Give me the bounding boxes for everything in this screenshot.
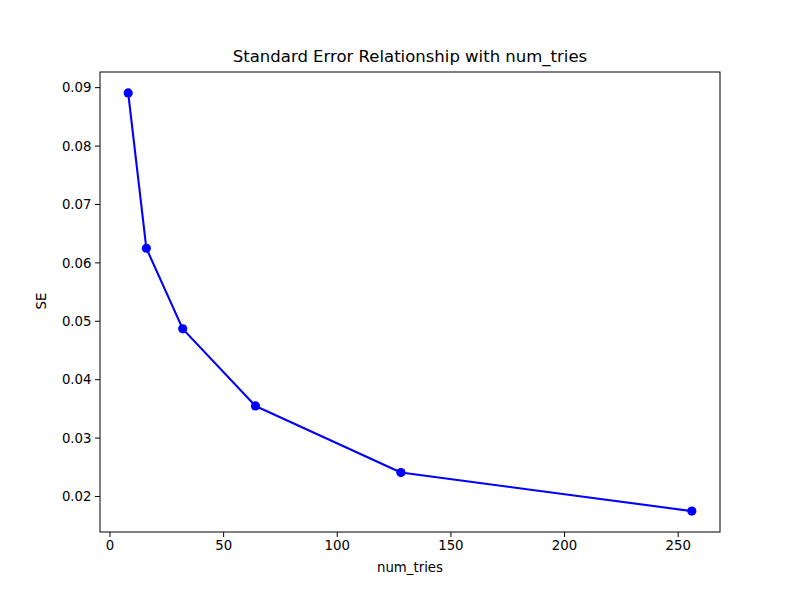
axes-spines — [100, 72, 720, 532]
x-tick-label: 250 — [665, 538, 690, 553]
data-point — [178, 324, 187, 333]
y-tick-label: 0.08 — [62, 139, 92, 154]
y-tick-label: 0.03 — [62, 431, 92, 446]
x-axis-label: num_tries — [377, 560, 443, 575]
x-tick-label: 0 — [106, 538, 114, 553]
y-tick-label: 0.06 — [62, 256, 92, 271]
data-point — [142, 244, 151, 253]
x-tick-label: 50 — [215, 538, 232, 553]
y-tick-label: 0.04 — [62, 372, 92, 387]
data-point — [251, 401, 260, 410]
data-point — [124, 88, 133, 97]
data-point — [687, 506, 696, 515]
chart-title: Standard Error Relationship with num_tri… — [233, 47, 587, 67]
y-tick-label: 0.02 — [62, 489, 92, 504]
matplotlib-figure: 0 50 100 150 200 250 0.02 0.03 0.04 0.05 0.06 0.07 0… — [0, 0, 800, 600]
y-tick-label: 0.07 — [62, 197, 92, 212]
y-tick-label: 0.05 — [62, 314, 92, 329]
y-tick-label: 0.09 — [62, 80, 92, 95]
x-tick-label: 200 — [552, 538, 577, 553]
data-point — [396, 468, 405, 477]
x-tick-label: 150 — [438, 538, 463, 553]
series-line — [128, 93, 692, 511]
line-chart: 0 50 100 150 200 250 0.02 0.03 0.04 0.05 0.06 0.07 0… — [0, 0, 800, 600]
y-axis-label: SE — [34, 293, 49, 310]
plot-area: 0 50 100 150 200 250 0.02 0.03 0.04 0.05 0.06 0.07 0… — [62, 72, 720, 553]
x-tick-label: 100 — [325, 538, 350, 553]
